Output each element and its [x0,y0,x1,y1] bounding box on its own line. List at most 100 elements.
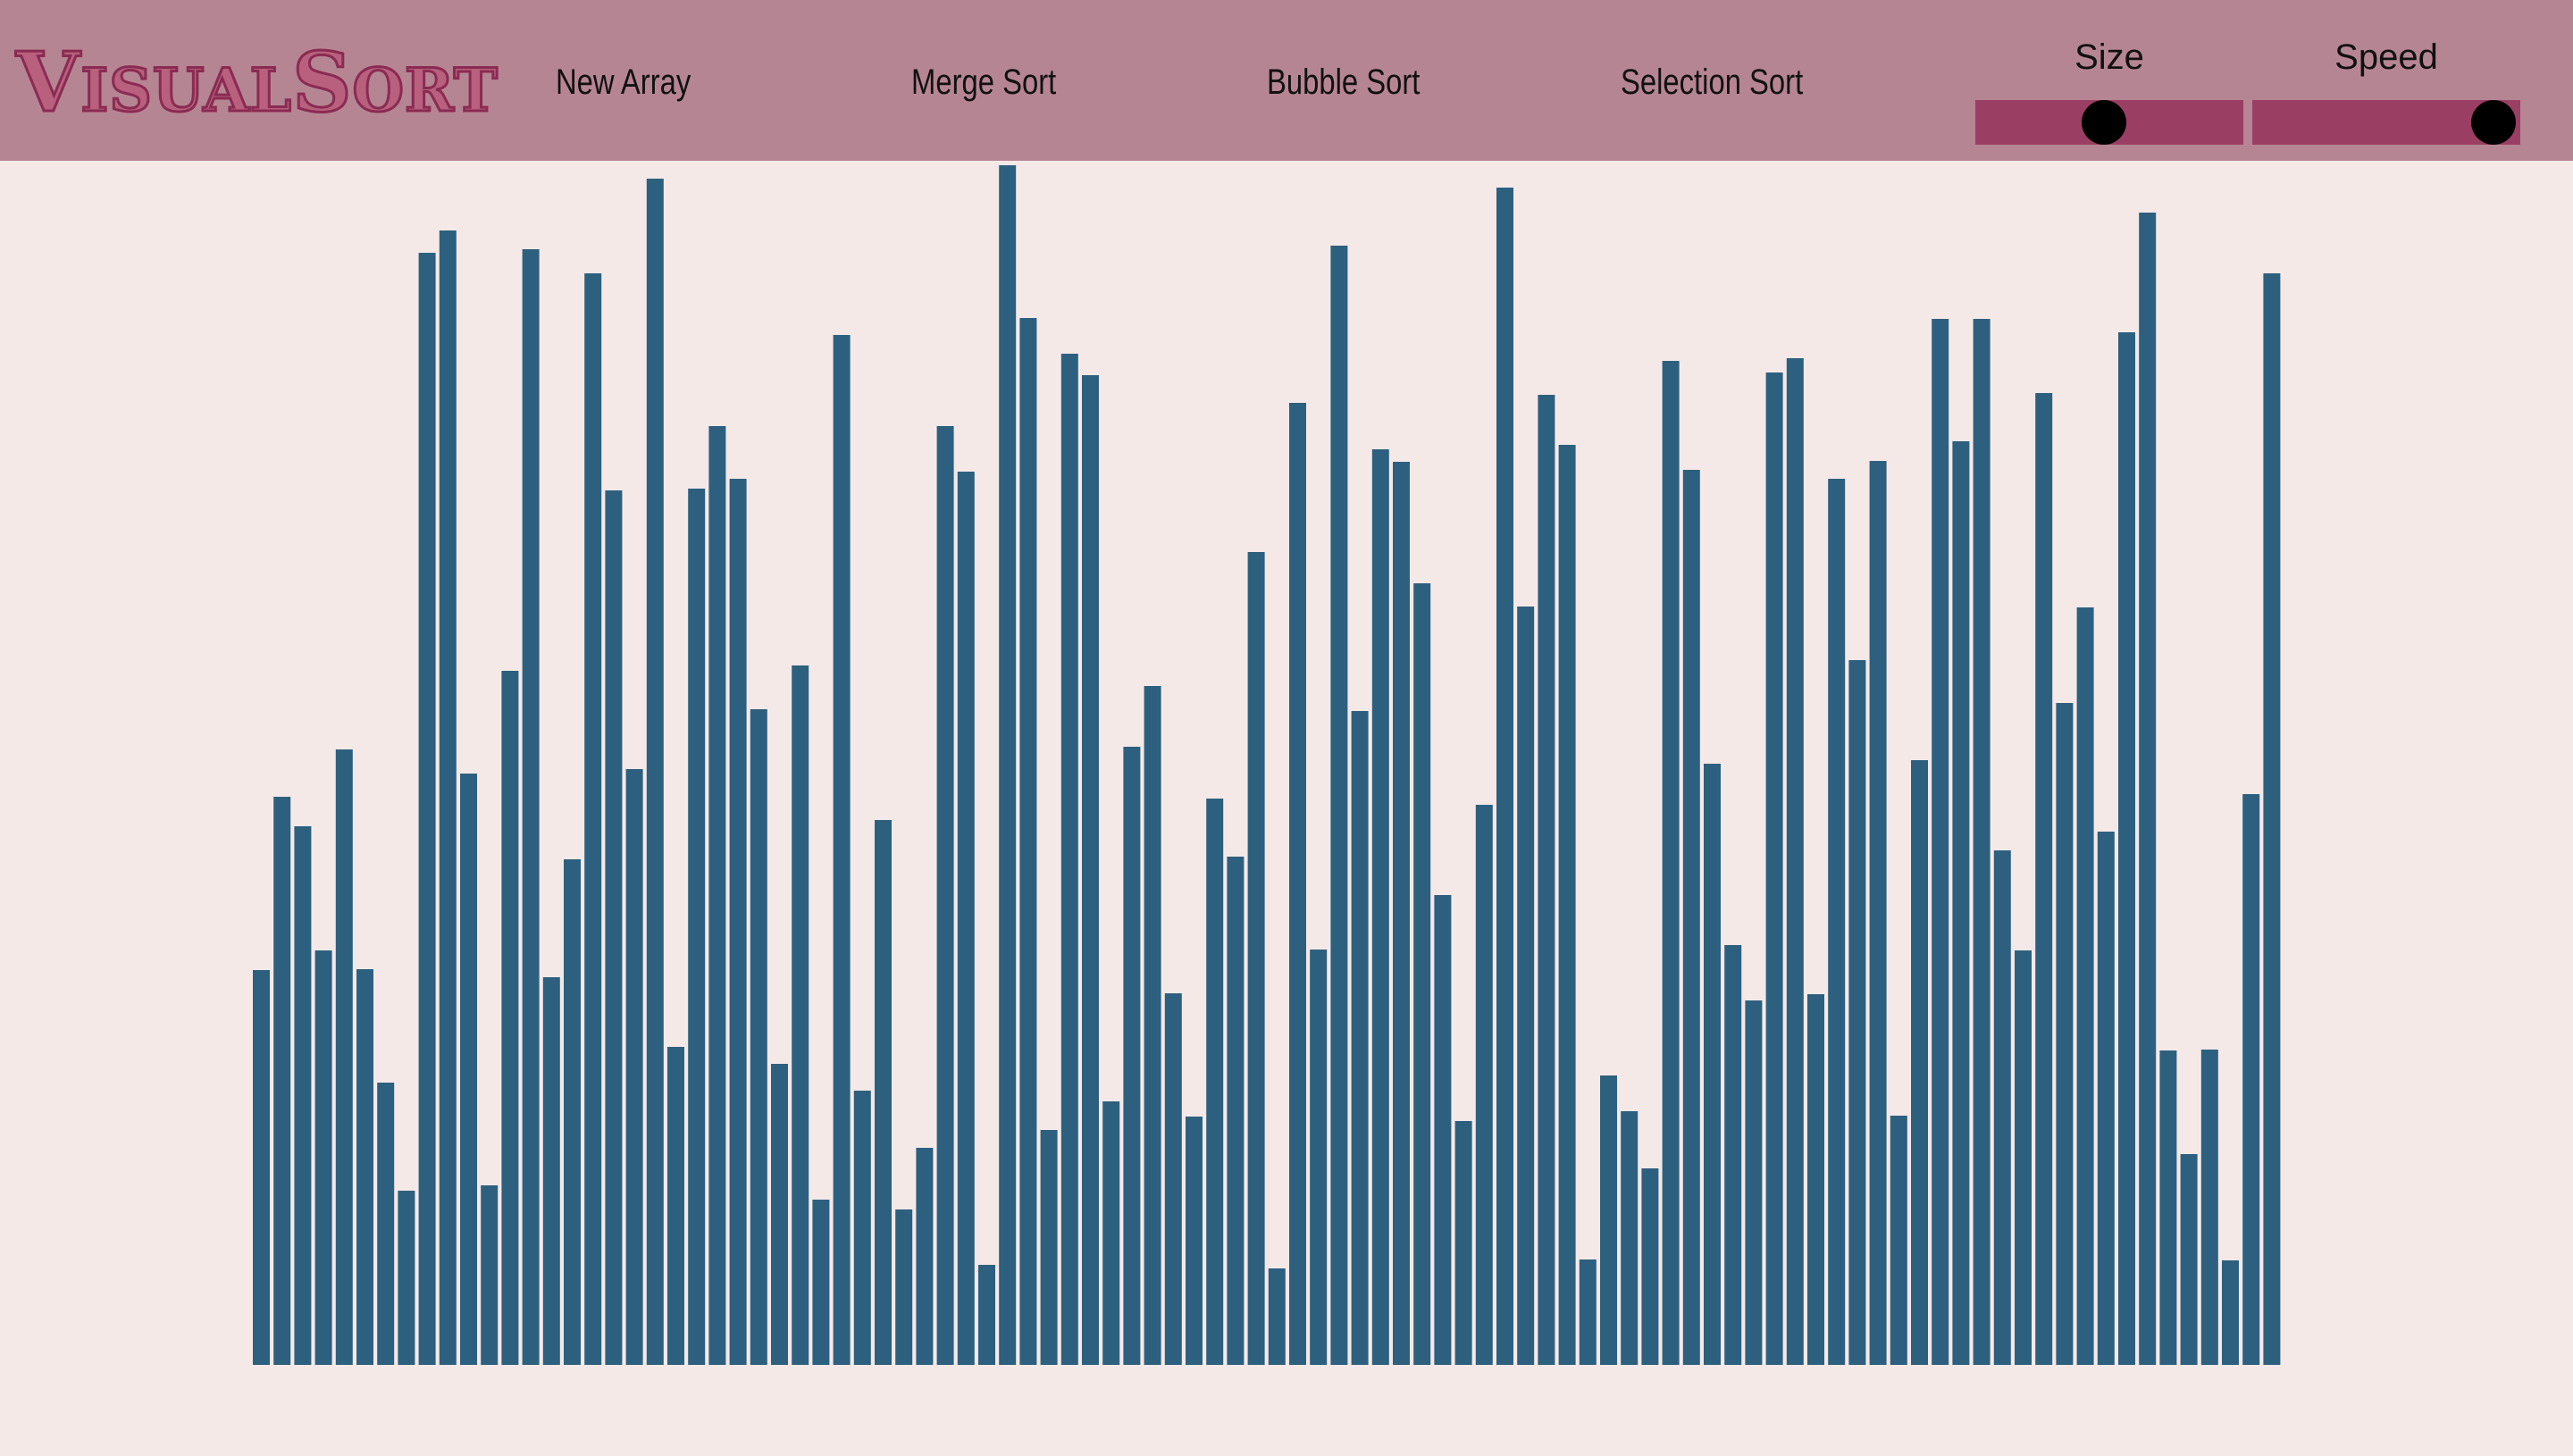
logo-text-isual: ISUAL [80,54,293,127]
array-bar [1621,1111,1639,1365]
size-slider-knob[interactable] [2082,100,2126,145]
array-bar [2180,1154,2198,1365]
array-bar [999,165,1017,1365]
array-bar [1600,1075,1617,1365]
array-bar [1496,188,1513,1365]
selection-sort-button[interactable]: Selection Sort [1621,63,1804,102]
array-bar [2159,1050,2177,1365]
array-bar [1579,1259,1597,1365]
array-bar [377,1083,395,1365]
array-bar [2015,950,2032,1365]
array-bar [1786,358,1804,1365]
array-bar [1828,479,1846,1365]
array-bar [460,774,477,1365]
array-bar [584,273,602,1365]
array-bar [1973,319,1991,1365]
merge-sort-button[interactable]: Merge Sort [911,63,1057,102]
array-bar [481,1185,499,1365]
array-bar [771,1064,788,1365]
array-bar [2056,703,2074,1365]
array-bar [1082,375,1099,1365]
array-bar [356,969,373,1365]
array-bar [273,797,291,1365]
array-bar [522,249,540,1365]
array-bar [1144,686,1161,1365]
array-bar [1558,445,1576,1365]
logo-text-ort: ORT [351,54,499,127]
array-bar [1724,945,1742,1365]
array-bar [1413,583,1431,1365]
array-bar [625,769,643,1365]
logo-letter-v: V [14,34,81,130]
array-bar [2118,332,2135,1365]
array-bar [1848,660,1866,1365]
array-bar [1247,552,1265,1365]
array-bar [667,1047,684,1365]
array-bar [1040,1130,1058,1365]
array-bar [2263,273,2281,1365]
array-bar [1434,895,1452,1365]
array-bar [1268,1268,1286,1365]
array-bar [2200,1050,2218,1365]
array-bar [1807,994,1824,1365]
array-bar [2097,832,2115,1365]
array-bar [1869,461,1887,1365]
array-bar [957,472,975,1365]
array-bar [1371,449,1389,1365]
array-bar [1890,1116,1907,1365]
array-bar [1454,1121,1472,1365]
array-bar [812,1200,830,1365]
array-bar [2035,393,2053,1365]
size-slider[interactable] [1975,100,2243,145]
array-bar [1289,403,1306,1365]
array-bar [542,977,560,1365]
array-bar [1186,1117,1203,1365]
array-bar [1704,764,1721,1365]
array-bar [916,1148,934,1365]
logo-letter-s: S [291,34,353,130]
array-bar [1952,441,1970,1365]
array-bar [564,859,581,1365]
array-bar [1993,850,2011,1365]
array-bar [1060,354,1078,1365]
array-bar [1538,395,1555,1365]
array-bars-chart [253,165,2281,1365]
bubble-sort-button[interactable]: Bubble Sort [1267,63,1421,102]
speed-slider-knob[interactable] [2471,100,2516,145]
array-bar [1662,361,1680,1365]
array-bar [418,253,436,1365]
array-bar [1102,1101,1120,1365]
header-bar: VISUALSORT New Array Merge Sort Bubble S… [0,0,2573,161]
array-bar [1393,462,1410,1365]
array-bar [646,179,664,1365]
array-bar [1351,711,1369,1365]
array-bar [1310,950,1328,1365]
array-bar [1641,1168,1659,1365]
array-bar [1227,857,1245,1365]
array-bar [1019,318,1037,1365]
array-bar [1206,799,1224,1365]
array-bar [439,230,457,1365]
array-bar [708,426,726,1365]
array-bar [253,970,270,1365]
new-array-button[interactable]: New Array [556,63,691,102]
array-bar [936,426,954,1365]
array-bar [314,950,332,1365]
array-bar [1911,760,1928,1365]
array-bar [1330,246,1348,1365]
array-bar [2139,213,2157,1365]
size-slider-label: Size [2074,38,2144,77]
array-bar [1682,470,1700,1365]
speed-slider[interactable] [2252,100,2520,145]
array-bar [1765,372,1783,1365]
array-bar [335,749,353,1365]
array-bar [398,1191,415,1365]
app-logo[interactable]: VISUALSORT [14,37,499,135]
array-bar [875,820,892,1365]
array-bar [895,1209,913,1365]
array-bar [978,1265,995,1365]
array-bar [833,335,851,1365]
array-bar [1123,747,1141,1365]
array-bar [605,490,623,1365]
array-bar [853,1091,871,1365]
